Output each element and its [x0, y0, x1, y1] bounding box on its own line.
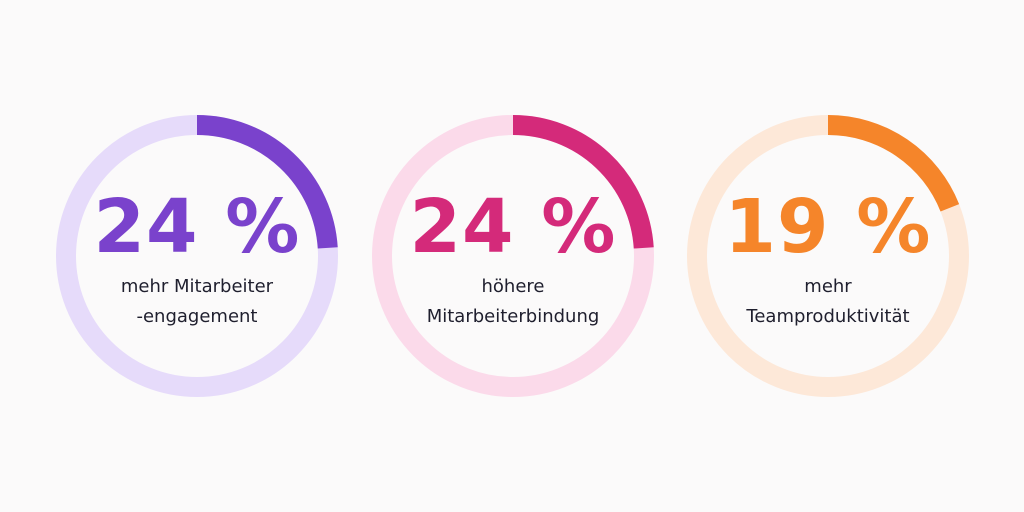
- stat-label-line2: Mitarbeiterbindung: [426, 306, 600, 327]
- stat-label-line2: -engagement: [136, 306, 258, 327]
- stat-label-line1: mehr Mitarbeiter: [120, 276, 274, 297]
- stat-label: höhere Mitarbeiterbindung: [371, 272, 655, 332]
- progress-ring: [687, 115, 969, 397]
- progress-ring-arc: [372, 115, 654, 397]
- stat-card-retention: 24 % höhere Mitarbeiterbindung: [371, 114, 655, 398]
- stat-content: 24 % mehr Mitarbeiter -engagement: [55, 114, 339, 398]
- stat-content: 24 % höhere Mitarbeiterbindung: [371, 114, 655, 398]
- stat-label-line1: höhere: [481, 276, 545, 297]
- stat-content: 19 % mehr Teamproduktivität: [686, 114, 970, 398]
- stat-value: 24 %: [409, 184, 617, 270]
- progress-ring: [56, 115, 338, 397]
- stat-label: mehr Teamproduktivität: [686, 272, 970, 332]
- progress-ring-arc: [687, 115, 969, 397]
- progress-ring: [372, 115, 654, 397]
- stat-label-line2: Teamproduktivität: [746, 306, 910, 327]
- stat-card-engagement: 24 % mehr Mitarbeiter -engagement: [55, 114, 339, 398]
- stat-value: 24 %: [93, 184, 301, 270]
- stat-label: mehr Mitarbeiter -engagement: [55, 272, 339, 332]
- stat-card-productivity: 19 % mehr Teamproduktivität: [686, 114, 970, 398]
- stat-label-line1: mehr: [804, 276, 852, 297]
- stat-value: 19 %: [724, 184, 932, 270]
- progress-ring-arc: [56, 115, 338, 397]
